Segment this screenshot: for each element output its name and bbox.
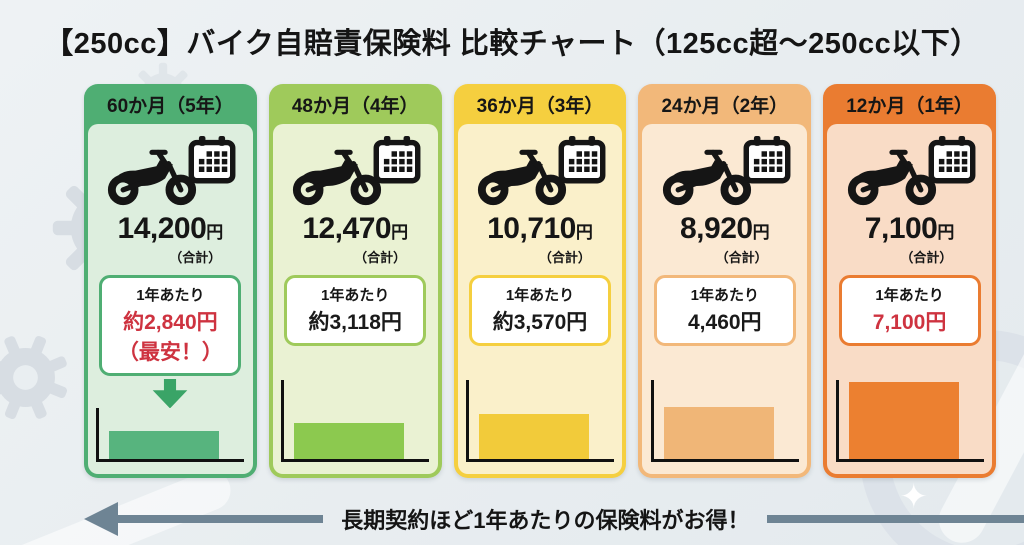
total-price-value: 7,100 <box>864 212 938 245</box>
total-price-unit: 円 <box>752 223 770 242</box>
plan-card-body: 12,470円 （合計） 1年あたり 約3,118円 <box>272 124 438 474</box>
plan-duration-label: 60か月（5年） <box>107 95 234 117</box>
total-price-value: 14,200 <box>117 212 207 245</box>
footer-label: 長期契約ほど1年あたりの保険料がお得！ <box>341 508 750 533</box>
arrow-line <box>118 515 324 523</box>
total-price-value: 12,470 <box>302 212 392 245</box>
total-price-unit: 円 <box>206 223 224 242</box>
calendar-icon <box>373 136 421 184</box>
motorcycle-icon <box>293 149 382 206</box>
total-price-value: 8,920 <box>680 212 753 245</box>
mini-bar-chart <box>96 408 245 462</box>
total-price-note: （合計） <box>538 250 591 265</box>
plan-card-body: 7,100円 （合計） 1年あたり 7,100円 <box>827 124 992 474</box>
per-year-box: 1年あたり 約2,840円 （最安！） <box>99 275 242 376</box>
per-year-label: 1年あたり <box>875 287 944 304</box>
cheapest-note: （最安！） <box>117 341 223 364</box>
total-price-value: 10,710 <box>487 212 576 245</box>
gear-icon <box>0 335 68 420</box>
total-price-note: （合計） <box>169 250 222 265</box>
down-arrow-icon <box>153 379 188 409</box>
calendar-icon <box>188 136 236 184</box>
per-year-label: 1年あたり <box>136 287 205 304</box>
plan-card-body: 8,920円 （合計） 1年あたり 4,460円 <box>642 124 808 474</box>
sparkle-icon: ✦ <box>899 478 929 516</box>
plan-duration-header: 60か月（5年） <box>84 84 257 124</box>
total-price-note: （合計） <box>715 250 768 265</box>
total-price: 12,470円 （合計） <box>302 212 408 266</box>
plan-card-36months: 36か月（3年） <box>453 84 627 478</box>
icon-row <box>104 136 236 206</box>
plan-card-body: 10,710円 （合計） 1年あたり 約3,570円 <box>457 124 623 474</box>
per-year-label: 1年あたり <box>690 287 759 304</box>
icon-row <box>659 136 791 206</box>
total-price-note: （合計） <box>354 250 407 265</box>
page-title: 【250cc】バイク自賠責保険料 比較チャート（125cc超～250cc以下） <box>44 28 980 60</box>
bar <box>848 382 959 459</box>
total-price: 8,920円 （合計） <box>680 212 770 266</box>
plan-cards: 60か月（5年） <box>84 84 996 478</box>
footer-banner: 長期契約ほど1年あたりの保険料がお得！ <box>84 499 1024 539</box>
per-year-box: 1年あたり 7,100円 <box>838 275 981 346</box>
plan-card-12months: 12か月（1年） <box>823 84 996 478</box>
per-year-value: 約3,118円 <box>308 311 402 334</box>
per-year-value: 4,460円 <box>688 311 762 334</box>
total-price-unit: 円 <box>575 223 593 242</box>
plan-duration-label: 48か月（4年） <box>291 95 419 117</box>
total-price: 10,710円 （合計） <box>487 212 593 266</box>
per-year-value: 約2,840円 <box>123 311 218 334</box>
plan-duration-header: 36か月（3年） <box>454 84 627 124</box>
left-arrow-icon <box>84 502 118 536</box>
plan-duration-label: 12か月（1年） <box>846 95 973 117</box>
per-year-value: 約3,570円 <box>492 311 588 334</box>
plan-card-48months: 48か月（4年） <box>268 84 442 478</box>
bar <box>478 414 589 459</box>
arrow-line <box>767 515 1024 523</box>
plan-card-24months: 24か月（2年） <box>638 84 812 478</box>
icon-row <box>844 136 976 206</box>
mini-bar-chart <box>835 380 984 462</box>
total-price-unit: 円 <box>937 223 955 242</box>
motorcycle-icon <box>847 149 936 206</box>
plan-card-body: 14,200円 （合計） 1年あたり 約2,840円 （最安！） <box>88 124 253 474</box>
total-price-unit: 円 <box>391 223 409 242</box>
per-year-label: 1年あたり <box>505 287 575 304</box>
plan-duration-header: 24か月（2年） <box>638 84 811 124</box>
total-price: 7,100円 （合計） <box>865 212 955 266</box>
bar <box>294 423 405 459</box>
total-price-note: （合計） <box>900 250 953 265</box>
motorcycle-icon <box>662 149 751 206</box>
per-year-value: 7,100円 <box>872 311 947 334</box>
per-year-box: 1年あたり 約3,570円 <box>468 275 611 346</box>
plan-duration-header: 48か月（4年） <box>269 84 442 124</box>
plan-card-60months: 60か月（5年） <box>84 84 257 478</box>
calendar-icon <box>928 136 976 184</box>
motorcycle-icon <box>477 149 567 206</box>
calendar-icon <box>743 136 791 184</box>
calendar-icon <box>558 136 606 184</box>
per-year-label: 1年あたり <box>321 287 390 304</box>
total-price: 14,200円 （合計） <box>118 212 224 266</box>
icon-row <box>289 136 421 206</box>
bar <box>109 431 220 459</box>
icon-row <box>474 136 606 206</box>
mini-bar-chart <box>281 380 430 462</box>
bar <box>663 407 774 459</box>
per-year-box: 1年あたり 約3,118円 <box>284 275 427 346</box>
plan-duration-label: 36か月（3年） <box>476 95 604 117</box>
mini-bar-chart <box>465 380 614 462</box>
plan-duration-header: 12か月（1年） <box>823 84 996 124</box>
mini-bar-chart <box>650 380 799 462</box>
motorcycle-icon <box>108 149 197 206</box>
plan-duration-label: 24か月（2年） <box>661 95 789 117</box>
per-year-box: 1年あたり 4,460円 <box>653 275 796 346</box>
